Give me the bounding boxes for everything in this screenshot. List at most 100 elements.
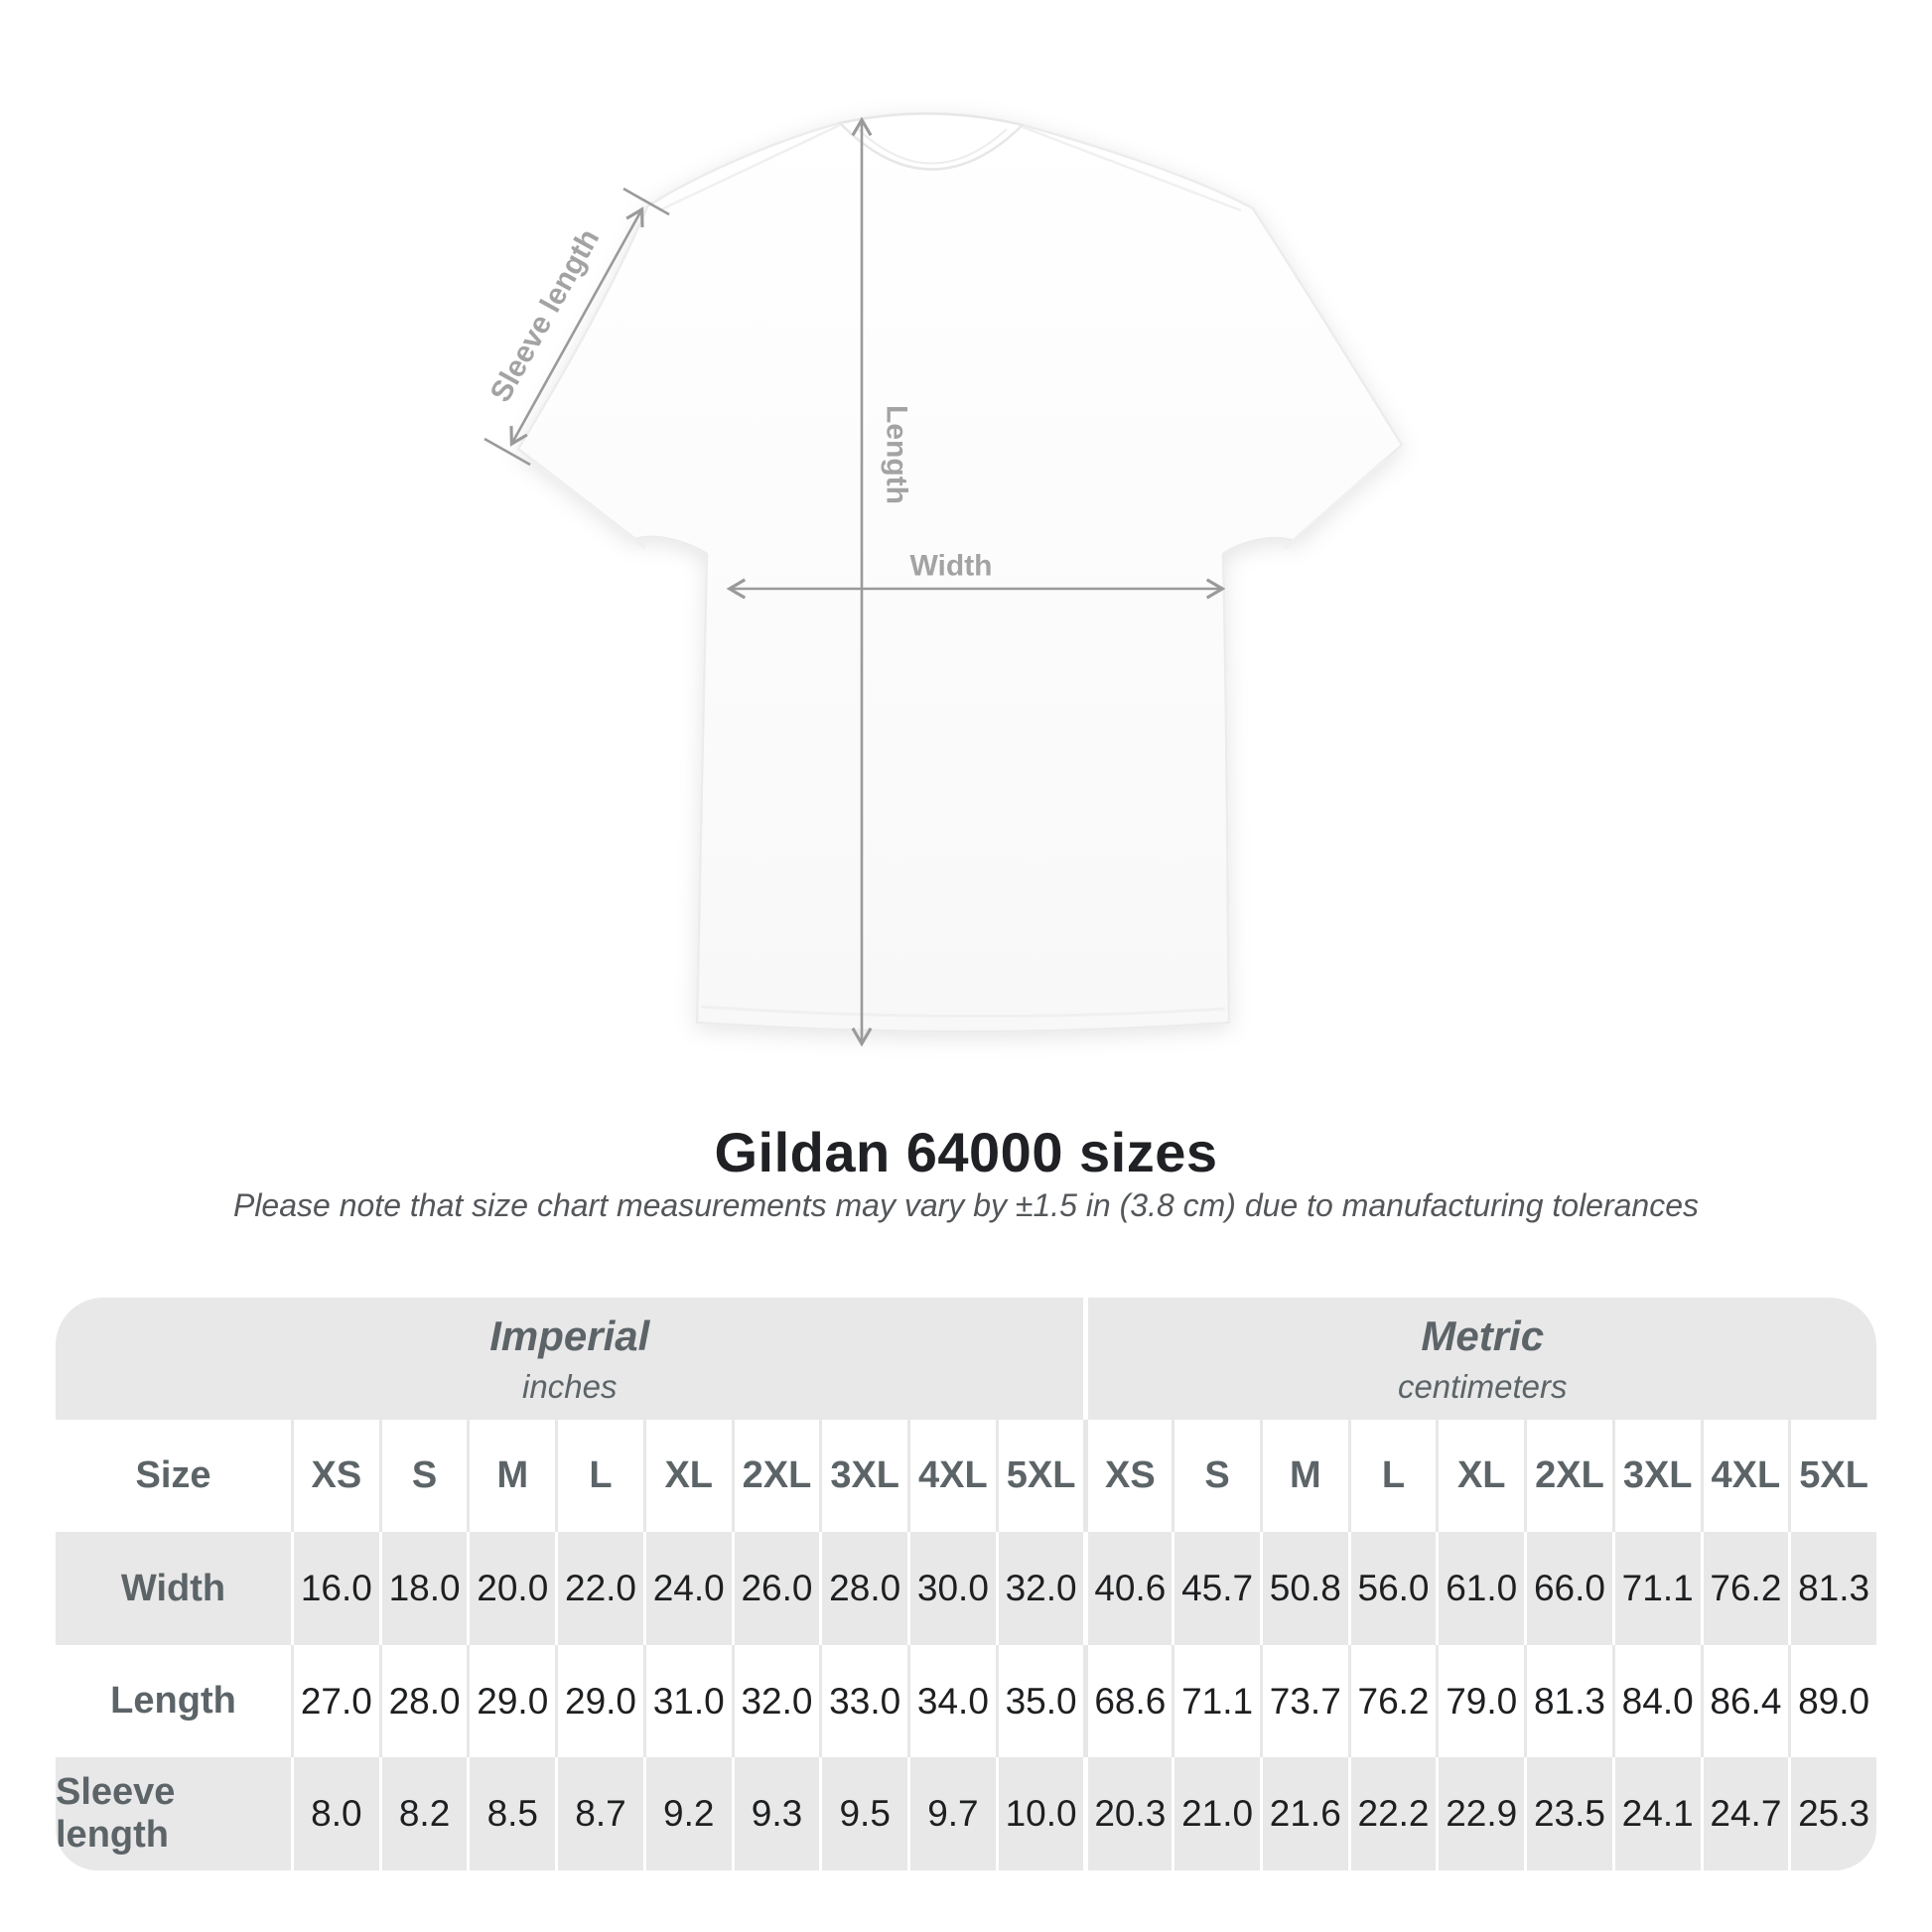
size-header-2xl-imperial: 2XL: [731, 1420, 820, 1532]
table-cell: 29.0: [467, 1645, 556, 1757]
size-header-4xl-metric: 4XL: [1700, 1420, 1789, 1532]
table-cell: 76.2: [1700, 1532, 1789, 1645]
unit-group-name: Imperial: [489, 1311, 650, 1359]
unit-group-header: Imperial inches: [56, 1298, 1084, 1420]
size-header-5xl-metric: 5XL: [1788, 1420, 1876, 1532]
row-label: Length: [56, 1645, 291, 1757]
table-cell: 56.0: [1347, 1532, 1437, 1645]
table-cell: 20.3: [1083, 1757, 1173, 1870]
table-cell: 22.2: [1347, 1757, 1437, 1870]
page-subtitle: Please note that size chart measurements…: [232, 1187, 1700, 1223]
unit-group-unit: inches: [522, 1367, 618, 1405]
table-cell: 71.1: [1611, 1532, 1701, 1645]
table-cell: 32.0: [995, 1532, 1084, 1645]
table-cell: 86.4: [1700, 1645, 1789, 1757]
page-title: Gildan 64000 sizes: [714, 1121, 1218, 1183]
table-cell: 21.6: [1259, 1757, 1348, 1870]
size-header-m-metric: M: [1259, 1420, 1348, 1532]
table-cell: 76.2: [1347, 1645, 1437, 1757]
tshirt-shoulder-seam-left: [658, 123, 841, 212]
table-cell: 68.6: [1083, 1645, 1173, 1757]
size-header-5xl-imperial: 5XL: [995, 1420, 1084, 1532]
table-cell: 45.7: [1172, 1532, 1260, 1645]
size-header-s-metric: S: [1172, 1420, 1260, 1532]
table-cell: 30.0: [907, 1532, 996, 1645]
length-label: Length: [881, 405, 913, 504]
table-cell: 9.7: [907, 1757, 996, 1870]
table-cell: 16.0: [291, 1532, 379, 1645]
table-cell: 25.3: [1788, 1757, 1876, 1870]
table-cell: 21.0: [1172, 1757, 1260, 1870]
tshirt-collar-band: [837, 112, 1026, 171]
table-cell: 27.0: [291, 1645, 379, 1757]
table-cell: 22.0: [555, 1532, 643, 1645]
size-header-3xl-metric: 3XL: [1611, 1420, 1701, 1532]
sleeve-arrow-cap-top: [622, 187, 670, 216]
size-header-l-metric: L: [1347, 1420, 1437, 1532]
size-header-m-imperial: M: [467, 1420, 556, 1532]
size-header-2xl-metric: 2XL: [1524, 1420, 1612, 1532]
table-cell: 33.0: [819, 1645, 908, 1757]
table-cell: 20.0: [467, 1532, 556, 1645]
table-cell: 8.2: [378, 1757, 468, 1870]
tshirt-illustration: [516, 112, 1404, 1034]
table-cell: 28.0: [378, 1645, 468, 1757]
table-cell: 31.0: [642, 1645, 732, 1757]
table-cell: 66.0: [1524, 1532, 1612, 1645]
table-cell: 8.5: [467, 1757, 556, 1870]
table-cell: 10.0: [995, 1757, 1084, 1870]
unit-group-name: Metric: [1421, 1311, 1545, 1359]
table-cell: 9.2: [642, 1757, 732, 1870]
table-cell: 18.0: [378, 1532, 468, 1645]
tshirt-bottom-hem: [700, 1005, 1226, 1019]
size-header-xl-imperial: XL: [642, 1420, 732, 1532]
tshirt-diagram: Sleeve length Length Width: [483, 112, 1404, 1047]
table-cell: 32.0: [731, 1645, 820, 1757]
table-cell: 26.0: [731, 1532, 820, 1645]
size-header-xl-metric: XL: [1436, 1420, 1525, 1532]
table-cell: 79.0: [1436, 1645, 1525, 1757]
table-cell: 84.0: [1611, 1645, 1701, 1757]
table-cell: 35.0: [995, 1645, 1084, 1757]
table-cell: 22.9: [1436, 1757, 1525, 1870]
size-table: Imperial inches Metric centimeters Size XS S M L…: [56, 1298, 1876, 1870]
size-header-3xl-imperial: 3XL: [819, 1420, 908, 1532]
size-header-l-imperial: L: [555, 1420, 643, 1532]
table-cell: 29.0: [555, 1645, 643, 1757]
tshirt-collar-seam: [855, 126, 1008, 165]
table-cell: 23.5: [1524, 1757, 1612, 1870]
row-label: Width: [56, 1532, 291, 1645]
table-cell: 34.0: [907, 1645, 996, 1757]
table-cell: 24.0: [642, 1532, 732, 1645]
table-cell: 24.1: [1611, 1757, 1701, 1870]
table-cell: 9.3: [731, 1757, 820, 1870]
table-cell: 73.7: [1259, 1645, 1348, 1757]
table-cell: 40.6: [1083, 1532, 1173, 1645]
size-header-4xl-imperial: 4XL: [907, 1420, 996, 1532]
table-cell: 24.7: [1700, 1757, 1789, 1870]
sleeve-length-arrow: [509, 207, 644, 447]
tshirt-sleeve-hem-left: [533, 461, 646, 550]
width-label: Width: [909, 550, 992, 583]
unit-group-header: Metric centimeters: [1083, 1298, 1876, 1420]
table-cell: 28.0: [819, 1532, 908, 1645]
table-cell: 81.3: [1788, 1532, 1876, 1645]
size-header-xs-metric: XS: [1083, 1420, 1173, 1532]
table-cell: 8.0: [291, 1757, 379, 1870]
table-cell: 71.1: [1172, 1645, 1260, 1757]
table-cell: 9.5: [819, 1757, 908, 1870]
table-cell: 81.3: [1524, 1645, 1612, 1757]
size-header-s-imperial: S: [378, 1420, 468, 1532]
row-label: Sleeve length: [56, 1757, 291, 1870]
table-cell: 89.0: [1788, 1645, 1876, 1757]
size-column-header: Size: [56, 1420, 291, 1532]
table-cell: 61.0: [1436, 1532, 1525, 1645]
size-header-xs-imperial: XS: [291, 1420, 379, 1532]
tshirt-shoulder-seam-right: [1022, 125, 1242, 212]
table-cell: 50.8: [1259, 1532, 1348, 1645]
table-cell: 8.7: [555, 1757, 643, 1870]
sleeve-arrow-cap-bottom: [483, 437, 531, 467]
unit-group-unit: centimeters: [1397, 1367, 1568, 1405]
tshirt-sleeve-hem-right: [1284, 457, 1387, 550]
